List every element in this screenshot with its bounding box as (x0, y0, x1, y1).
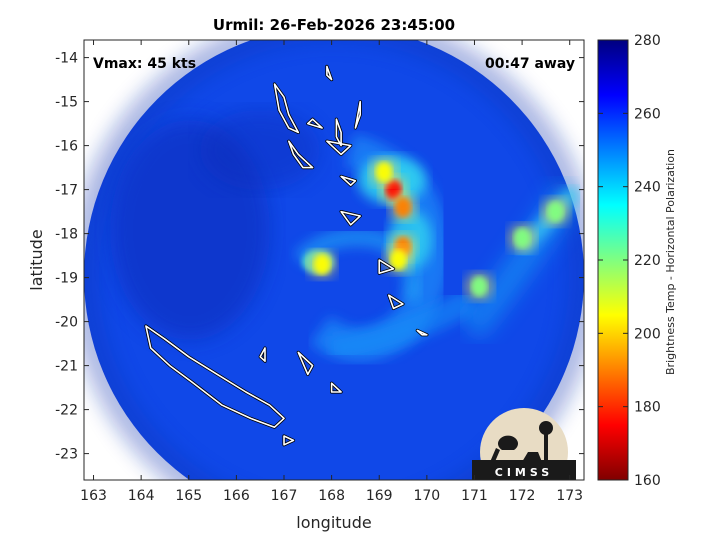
y-tick-label: -21 (55, 359, 78, 375)
x-axis-label: longitude (296, 513, 371, 532)
y-tick-label: -22 (55, 403, 78, 419)
y-tick-label: -15 (55, 95, 78, 111)
plot-area: CIMSS (84, 40, 584, 480)
x-tick-label: 167 (271, 488, 298, 504)
cold-cloud-features (308, 158, 570, 301)
y-tick-label: -16 (55, 139, 78, 155)
chart-title: Urmil: 26-Feb-2026 23:45:00 (213, 16, 455, 34)
axes-frame (83, 39, 585, 481)
colorbar: 280 260 240 220 200 180 160 Brightness Temp - … (597, 33, 677, 489)
coastline (378, 259, 395, 274)
time-away-annotation: 00:47 away (485, 56, 575, 72)
coastline (326, 65, 333, 81)
cold-cloud-spot (376, 162, 392, 182)
coastline (283, 435, 295, 446)
y-axis-label: latitude (27, 229, 46, 290)
colorbar-tick-label: 220 (634, 253, 661, 269)
x-tick-label: 164 (128, 488, 155, 504)
x-tick-label: 173 (556, 488, 583, 504)
x-tick-label: 171 (461, 488, 488, 504)
y-tick-label: -19 (55, 271, 78, 287)
colorbar-tick-label: 160 (634, 473, 661, 489)
y-tick-label: -23 (55, 447, 78, 463)
coastline (326, 140, 352, 156)
coastline (288, 140, 314, 169)
y-tick-label: -14 (55, 51, 78, 67)
coastline (307, 118, 323, 129)
y-tick-label: -17 (55, 183, 78, 199)
coastline (297, 351, 314, 376)
coastline (335, 118, 342, 147)
colorbar-tick-label: 240 (634, 180, 661, 196)
coastline (354, 100, 361, 129)
coastline (145, 325, 285, 428)
colorbar-tick-label: 180 (634, 400, 661, 416)
cold-cloud-spot (547, 201, 564, 222)
x-tick-label: 168 (318, 488, 345, 504)
logo-text: CIMSS (495, 466, 553, 479)
coastline (340, 210, 361, 226)
colorbar-tick-label: 200 (634, 326, 661, 342)
x-tick-label: 163 (80, 488, 107, 504)
coastline (416, 329, 428, 336)
colorbar-label: Brightness Temp - Horizontal Polarizatio… (664, 149, 677, 375)
y-tick-label: -20 (55, 315, 78, 331)
cold-cloud-spot (514, 228, 531, 248)
y-axis-ticks: -14 -15 -16 -17 -18 -19 -20 -21 -22 -23 (55, 51, 584, 463)
cold-cloud-spot (390, 250, 407, 270)
x-tick-label: 172 (509, 488, 536, 504)
colorbar-tick-label: 260 (634, 106, 661, 122)
coastline (340, 175, 357, 186)
coastline (388, 294, 404, 310)
colorbar-tick-label: 280 (634, 33, 661, 49)
x-tick-label: 166 (223, 488, 250, 504)
cold-cloud-spot (471, 276, 488, 297)
x-axis-ticks: 163 164 165 166 167 168 169 170 171 172 173 (80, 40, 583, 504)
x-tick-label: 165 (175, 488, 202, 504)
coastline (259, 347, 266, 362)
cimss-logo: CIMSS (472, 408, 576, 480)
cold-cloud-spot (314, 254, 331, 275)
x-tick-label: 169 (366, 488, 393, 504)
x-tick-label: 170 (413, 488, 440, 504)
coastline (273, 83, 300, 134)
vmax-annotation: Vmax: 45 kts (93, 56, 196, 72)
cold-cloud-spot (395, 197, 412, 218)
coastline (330, 382, 342, 393)
colorbar-ticks: 280 260 240 220 200 180 160 (598, 33, 661, 489)
y-tick-label: -18 (55, 227, 78, 243)
